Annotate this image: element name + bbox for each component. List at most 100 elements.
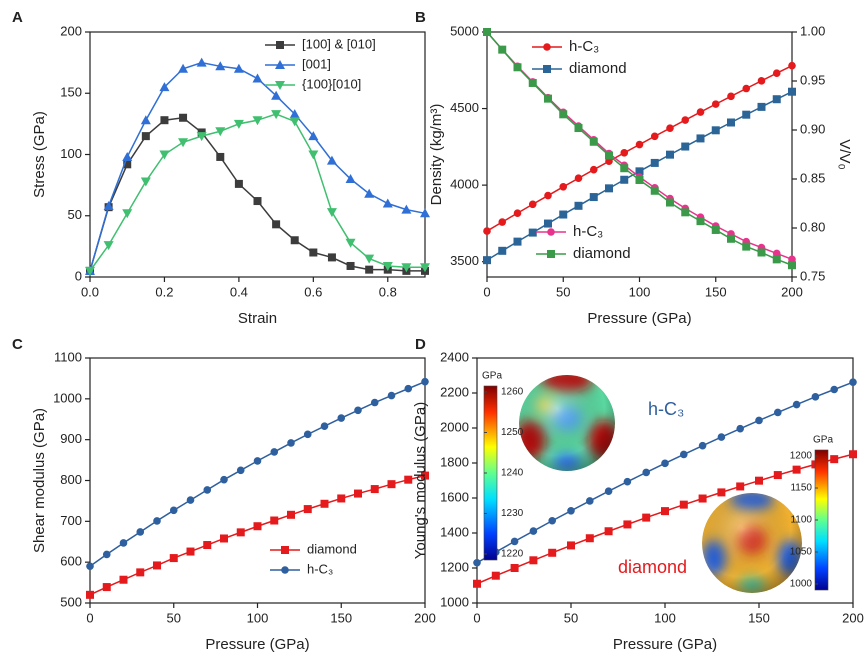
data-point — [589, 193, 598, 202]
legend-label: diamond — [569, 60, 627, 77]
x-axis-title: Pressure (GPa) — [587, 310, 691, 327]
data-point — [698, 441, 707, 450]
data-point — [635, 140, 644, 149]
data-point — [666, 124, 674, 132]
y-tick-label: 150 — [60, 85, 82, 100]
data-point — [159, 150, 170, 160]
data-point — [473, 579, 481, 588]
y-tick-label: 4000 — [450, 177, 479, 192]
sphere-h-c3 — [519, 375, 615, 471]
colorbar-tick-label: 1230 — [501, 508, 524, 519]
data-point — [483, 256, 491, 265]
data-point — [354, 406, 362, 415]
data-point — [736, 482, 745, 491]
data-point — [308, 150, 319, 160]
data-point — [567, 506, 575, 515]
x-tick-label: 0.6 — [304, 284, 322, 299]
data-point — [136, 568, 145, 577]
x-tick-label: 100 — [629, 284, 651, 299]
data-point — [370, 485, 379, 494]
data-point — [253, 457, 262, 465]
data-point — [404, 384, 413, 393]
data-point — [585, 534, 594, 543]
data-point — [483, 28, 491, 36]
data-point — [529, 527, 538, 535]
data-point — [605, 184, 613, 193]
data-point — [303, 430, 312, 439]
data-point — [140, 177, 151, 187]
data-point — [528, 78, 537, 87]
data-point — [589, 165, 598, 174]
y2-tick-label: 0.85 — [800, 170, 825, 185]
data-point — [179, 113, 188, 122]
data-point — [86, 590, 94, 599]
y-tick-label: 1400 — [440, 524, 469, 539]
data-point — [711, 126, 720, 135]
data-point — [620, 149, 629, 157]
data-point — [567, 541, 575, 550]
data-point — [345, 174, 356, 183]
data-point — [290, 236, 299, 245]
data-point — [119, 575, 128, 584]
data-point — [287, 439, 295, 447]
data-point — [102, 583, 111, 592]
data-point — [757, 77, 766, 85]
data-point — [513, 237, 522, 246]
data-point — [320, 422, 329, 430]
y-tick-label: 1000 — [53, 390, 82, 405]
x-tick-label: 50 — [556, 284, 570, 299]
data-point — [337, 414, 346, 422]
y-tick-label: 3500 — [450, 253, 479, 268]
data-point — [86, 562, 94, 571]
data-point — [421, 471, 429, 480]
data-point — [736, 424, 744, 433]
data-point — [236, 528, 245, 537]
data-point — [680, 450, 688, 459]
data-point — [717, 488, 726, 497]
legend-swatch — [281, 546, 289, 554]
x-tick-label: 150 — [330, 610, 352, 625]
data-point — [498, 45, 507, 54]
data-point — [136, 528, 145, 536]
y2-tick-label: 1.00 — [800, 23, 825, 38]
data-point — [103, 200, 114, 210]
data-point — [559, 110, 568, 119]
legend-swatch — [547, 228, 555, 236]
data-point — [421, 377, 429, 386]
data-point — [830, 385, 838, 394]
data-point — [589, 137, 598, 146]
x-axis-title: Strain — [238, 310, 277, 327]
data-point — [642, 468, 650, 477]
data-point — [681, 142, 690, 151]
data-point — [252, 116, 263, 126]
data-point — [491, 571, 500, 580]
data-point — [742, 242, 751, 251]
x-tick-label: 0.0 — [81, 284, 99, 299]
data-point — [548, 548, 557, 557]
data-point — [772, 255, 781, 264]
legend-label: [100] & [010] — [302, 36, 376, 51]
y-tick-label: 5000 — [450, 23, 479, 38]
data-point — [270, 448, 279, 456]
y2-tick-label: 0.95 — [800, 72, 825, 87]
series-line — [89, 116, 425, 272]
data-point — [473, 558, 481, 567]
data-point — [140, 115, 151, 125]
series-line — [89, 380, 426, 567]
data-point — [529, 556, 538, 565]
data-point — [788, 261, 796, 270]
panel-letter: A — [12, 9, 23, 26]
data-point — [755, 476, 763, 485]
y-tick-label: 100 — [60, 146, 82, 161]
data-point — [216, 152, 225, 161]
data-point — [528, 228, 537, 237]
data-point — [574, 201, 583, 210]
data-point — [153, 561, 161, 570]
x-tick-label: 50 — [167, 610, 181, 625]
data-point — [498, 246, 507, 255]
x-tick-label: 200 — [414, 610, 436, 625]
sphere-diamond — [702, 493, 802, 593]
data-point — [364, 188, 375, 198]
colorbar-tick-label: 1260 — [501, 387, 524, 398]
data-point — [271, 110, 282, 120]
